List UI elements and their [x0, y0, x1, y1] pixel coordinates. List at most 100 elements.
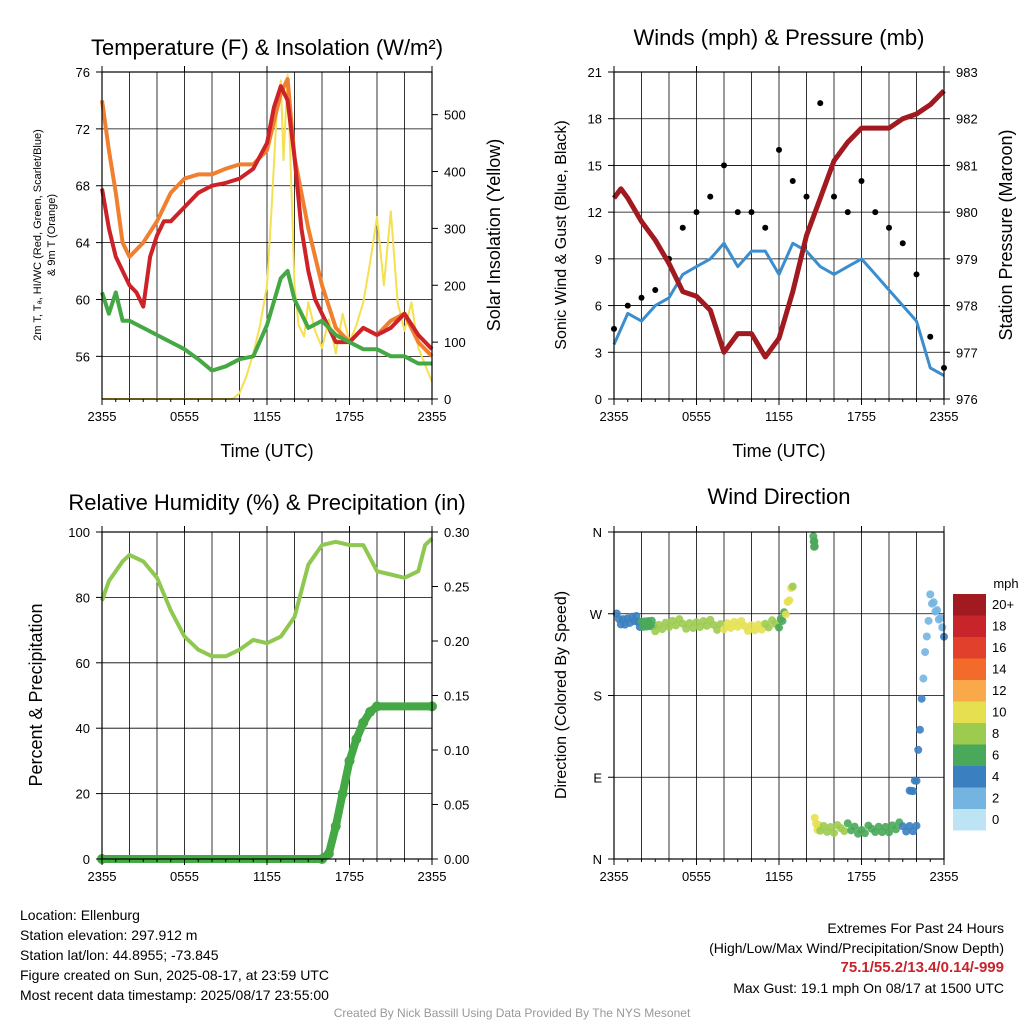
direction-point [826, 823, 835, 832]
extremes-desc: (High/Low/Max Wind/Precipitation/Snow De… [709, 940, 1004, 956]
station-info: Location: Ellenburg Station elevation: 2… [20, 905, 329, 1005]
panel-title-winds: Winds (mph) & Pressure (mb) [634, 25, 925, 50]
gust-point [638, 294, 645, 301]
x-tick-label: 2355 [600, 869, 629, 884]
credit-text: Created By Nick Bassill Using Data Provi… [333, 1006, 691, 1020]
y2-tick-label: 979 [956, 252, 978, 267]
legend-swatch [953, 637, 986, 659]
y-tick-label: 15 [588, 158, 602, 173]
y2-tick-label: 0.00 [444, 852, 469, 867]
precip-point [372, 701, 382, 712]
direction-point [843, 819, 852, 828]
x-tick-label: 2355 [418, 869, 447, 884]
direction-point [651, 627, 660, 636]
legend-label: 18 [992, 619, 1006, 634]
legend-swatch [953, 658, 986, 680]
x-tick-label: 1155 [765, 409, 793, 424]
direction-point [929, 598, 938, 607]
gust-point [913, 271, 920, 278]
direction-point [915, 725, 924, 734]
legend-swatch [953, 744, 986, 766]
direction-point [919, 674, 928, 683]
legend-swatch [953, 766, 986, 788]
extremes-info: Extremes For Past 24 Hours (High/Low/Max… [709, 918, 1004, 998]
legend-swatch [953, 615, 986, 637]
direction-point [775, 623, 783, 632]
gust-point [652, 287, 659, 293]
gust-point [872, 209, 879, 216]
legend-swatch [953, 723, 986, 745]
y2-tick-label: 978 [956, 299, 978, 314]
y-tick-label: 9 [595, 252, 602, 267]
y2-axis-label-insolation: Solar Insolation (Yellow) [484, 139, 504, 331]
latlon-text: Station lat/lon: 44.8955; -73.845 [20, 947, 219, 963]
gust-point [886, 224, 892, 231]
series-line-relative-humidity [100, 537, 434, 659]
legend-label: 2 [992, 791, 999, 806]
location-text: Location: Ellenburg [20, 907, 140, 923]
x-tick-label: 2355 [930, 409, 959, 424]
direction-point [921, 648, 930, 657]
y2-tick-label: 0.25 [444, 580, 469, 595]
extremes-title: Extremes For Past 24 Hours [827, 920, 1004, 936]
y-tick-label: 76 [76, 65, 90, 80]
direction-point [658, 625, 667, 634]
direction-point [720, 625, 728, 634]
gust-point [693, 209, 700, 216]
series-line-2m-td [100, 269, 432, 373]
series-line-solar-insolation [102, 73, 433, 400]
direction-point [912, 776, 921, 785]
y-tick-label: N [593, 852, 602, 867]
legend-title: mph [993, 576, 1018, 591]
gust-point [679, 224, 686, 231]
direction-point [936, 614, 945, 623]
legend-label: 14 [992, 662, 1006, 677]
legend-swatch [953, 701, 986, 723]
legend-label: 8 [992, 726, 999, 741]
y2-tick-label: 400 [444, 165, 466, 180]
direction-point [830, 828, 838, 837]
y-tick-label: 60 [76, 656, 90, 671]
direction-point [819, 821, 828, 830]
y2-tick-label: 500 [444, 108, 466, 123]
gust-point [831, 193, 837, 200]
precip-point [337, 788, 348, 799]
direction-point [764, 623, 773, 632]
y-tick-label: 80 [76, 590, 90, 605]
y-tick-label: 56 [76, 349, 90, 364]
y-axis-label-winds: Sonic Wind & Gust (Blue, Black) [553, 120, 570, 349]
precip-point [323, 848, 334, 859]
y2-tick-label: 0.05 [444, 798, 469, 813]
precip-point [344, 755, 355, 766]
y2-tick-label: 983 [956, 65, 978, 80]
y2-axis-label-pressure: Station Pressure (Maroon) [996, 129, 1016, 340]
direction-point [733, 622, 742, 631]
direction-point [933, 606, 942, 615]
gust-point [817, 100, 824, 107]
direction-point [860, 829, 869, 838]
x-tick-label: 2355 [88, 409, 117, 424]
precip-point [330, 821, 341, 832]
gust-point [789, 178, 796, 184]
y2-tick-label: 0.10 [444, 743, 469, 758]
gust-point [899, 240, 906, 247]
y-tick-label: 72 [76, 122, 90, 137]
legend-label: 12 [992, 683, 1006, 698]
panel-title-humidity: Relative Humidity (%) & Precipitation (i… [68, 490, 465, 515]
x-tick-label: 1755 [335, 869, 364, 884]
recent-data-text: Most recent data timestamp: 2025/08/17 2… [20, 987, 329, 1003]
y2-tick-label: 0 [444, 392, 451, 407]
legend-swatch [953, 787, 986, 809]
direction-point [689, 624, 698, 633]
legend-label: 0 [992, 812, 999, 827]
y-tick-label: N [593, 525, 602, 540]
x-tick-label: 1155 [253, 869, 281, 884]
direction-point [713, 625, 722, 634]
y-tick-label: W [590, 607, 603, 622]
gust-point [734, 209, 741, 216]
direction-point [885, 828, 893, 837]
x-tick-label: 1755 [847, 869, 876, 884]
y2-tick-label: 0.15 [444, 689, 469, 704]
precip-point [351, 734, 362, 745]
gust-point [748, 209, 755, 216]
